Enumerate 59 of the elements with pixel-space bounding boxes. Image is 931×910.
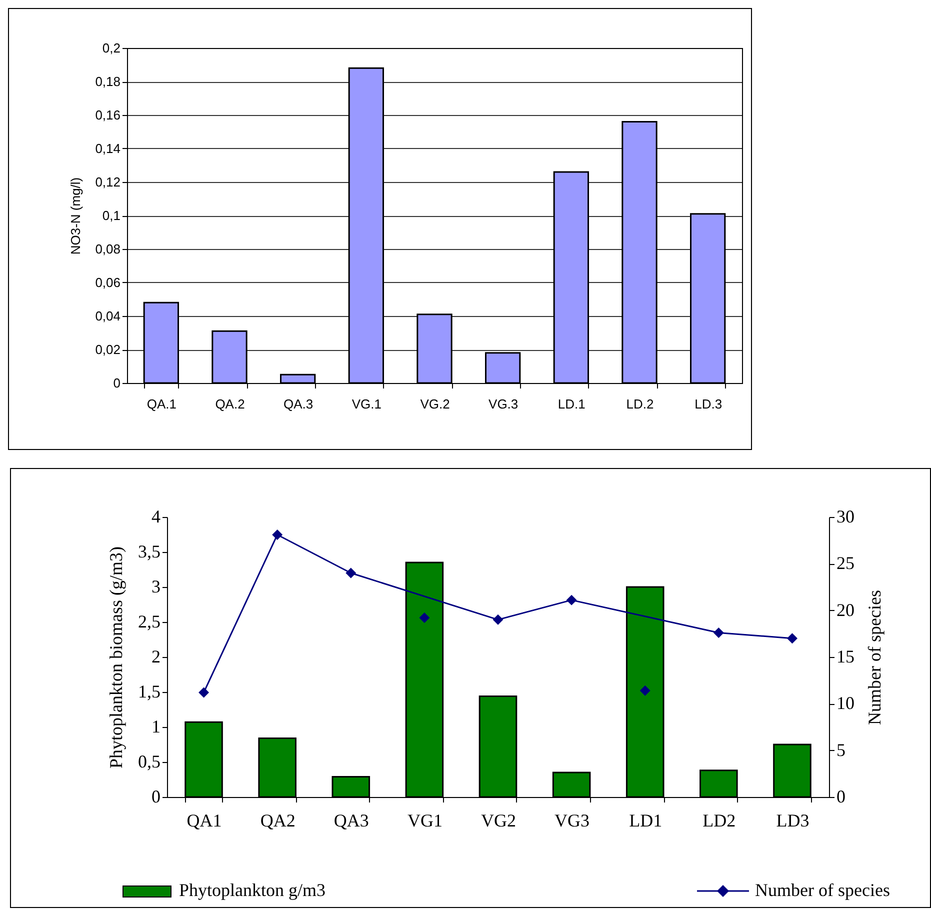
y-tick-label: 0,02 xyxy=(95,342,120,357)
point xyxy=(566,594,577,606)
y-tick-label: 0,18 xyxy=(95,74,120,89)
x-tick-label: LD3 xyxy=(776,810,810,830)
x-tick-label: LD1 xyxy=(629,810,662,830)
y-axis-title: NO3-N (mg/l) xyxy=(68,177,84,255)
y2-tick-label: 25 xyxy=(836,553,854,574)
y-tick-label: 3,5 xyxy=(138,542,160,562)
y2-tick-label: 5 xyxy=(836,740,846,760)
y-tick-label: 0,1 xyxy=(102,208,120,223)
x-tick-label: QA1 xyxy=(186,810,222,830)
x-tick-label: VG.1 xyxy=(352,396,382,412)
point xyxy=(346,568,356,578)
y-tick-label: 0,5 xyxy=(138,752,160,772)
point xyxy=(492,614,504,625)
x-tick-label: VG.2 xyxy=(420,396,450,412)
x-tick-label: QA.1 xyxy=(146,396,176,412)
y-tick-label: 1 xyxy=(152,716,160,736)
y2-tick-label: 10 xyxy=(836,693,854,714)
x-tick-label: VG1 xyxy=(407,810,442,830)
y-tick-label: 0,08 xyxy=(95,242,120,256)
y-tick-label: 4 xyxy=(152,506,160,526)
y-tick-label: 0 xyxy=(113,376,120,390)
y-tick-label: 0,16 xyxy=(95,108,120,122)
y-tick-label: 0,2 xyxy=(102,40,120,56)
x-tick-label: VG3 xyxy=(554,810,590,830)
x-tick-label: VG.3 xyxy=(488,396,518,412)
point xyxy=(419,612,430,624)
y-tick-label: 2 xyxy=(152,646,160,666)
y2-tick-label: 0 xyxy=(836,786,846,806)
legend-label: Number of species xyxy=(755,880,890,901)
x-tick-label: QA3 xyxy=(334,810,369,830)
y-tick-label: 0,12 xyxy=(95,174,120,190)
legend-label: Phytoplankton g/m3 xyxy=(179,880,326,901)
x-tick-label: LD.2 xyxy=(626,396,654,412)
x-tick-label: QA.3 xyxy=(284,396,314,412)
y2-tick-label: 15 xyxy=(836,646,854,666)
x-tick-label: QA.2 xyxy=(215,396,245,412)
x-tick-label: LD.3 xyxy=(694,396,722,412)
y2-tick-label: 20 xyxy=(836,600,854,620)
point xyxy=(786,633,798,644)
point xyxy=(713,627,724,638)
y-tick-label: 0,14 xyxy=(95,141,120,156)
y2-axis-title: Number of species xyxy=(864,590,884,725)
y-tick-label: 3 xyxy=(152,576,160,596)
y-axis-title: Phytoplankton biomass (g/m3) xyxy=(106,546,126,768)
point xyxy=(198,687,210,698)
y-tick-label: 1,5 xyxy=(138,682,160,702)
point xyxy=(272,529,283,540)
point xyxy=(640,685,650,696)
y2-tick-label: 30 xyxy=(836,506,854,526)
x-tick-label: QA2 xyxy=(260,810,296,830)
y-tick-label: 0,04 xyxy=(95,308,120,324)
x-tick-label: VG2 xyxy=(481,810,516,830)
y-tick-label: 0,06 xyxy=(95,275,120,290)
x-tick-label: LD.1 xyxy=(558,396,586,412)
y-tick-label: 0 xyxy=(152,786,160,806)
x-tick-label: LD2 xyxy=(702,810,736,830)
y-tick-label: 2,5 xyxy=(138,612,160,632)
